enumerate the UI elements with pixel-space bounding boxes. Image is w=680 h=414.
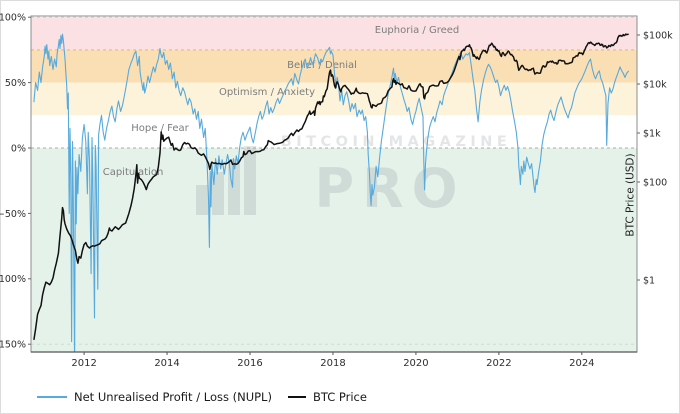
x-tick-label: 2022: [486, 358, 511, 369]
band-label-hope: Hope / Fear: [131, 123, 189, 134]
btc-line-swatch: [287, 396, 306, 398]
watermark-logo-bar: [212, 172, 224, 215]
nupl-line: [33, 33, 630, 352]
axes-labels: 100% 50% 0% −50% −100% −150% $100k $10k $1k $100 $…: [0, 13, 673, 369]
legend-item-btc[interactable]: BTC Price: [287, 390, 367, 404]
y-right-tick-label: $100: [643, 177, 667, 188]
legend-item-nupl[interactable]: Net Unrealised Profit / Loss (NUPL): [37, 390, 272, 404]
watermark-logo-bar: [228, 159, 240, 215]
y-left-tick-label: −50%: [0, 209, 26, 220]
watermark: BITCOIN MAGAZINE PRO: [196, 134, 512, 220]
series-lines: [33, 33, 630, 352]
band-optimism: [31, 82, 637, 116]
y-left-tick-label: 100%: [0, 13, 26, 24]
nupl-line-swatch: [37, 396, 67, 398]
y-right-tick-label: $10k: [643, 79, 667, 90]
band-label-capitulation: Capitulation: [103, 167, 164, 178]
x-tick-label: 2020: [403, 358, 428, 369]
btc-price-line: [33, 33, 629, 341]
x-tick-label: 2018: [320, 358, 345, 369]
x-tick-label: 2024: [569, 358, 594, 369]
legend: Net Unrealised Profit / Loss (NUPL) BTC …: [37, 390, 367, 404]
band-labels: Euphoria / Greed Belief / Denial Optimism …: [103, 25, 460, 178]
x-tick-label: 2014: [154, 358, 179, 369]
band-label-euphoria: Euphoria / Greed: [375, 25, 460, 36]
band-hope: [31, 115, 637, 148]
gridlines: [31, 16, 637, 345]
y-left-tick-label: 50%: [5, 78, 26, 89]
band-label-optimism: Optimism / Anxiety: [219, 87, 315, 98]
watermark-logo-bar: [244, 146, 256, 215]
y-left-tick-label: −100%: [0, 274, 26, 285]
band-euphoria: [31, 17, 637, 50]
legend-label-nupl: Net Unrealised Profit / Loss (NUPL): [74, 390, 272, 404]
y-left-tick-label: 0%: [11, 143, 26, 154]
x-tick-label: 2016: [237, 358, 262, 369]
legend-label-btc: BTC Price: [312, 390, 367, 404]
y-right-tick-label: $1k: [643, 128, 661, 139]
sentiment-bands: [31, 17, 637, 352]
watermark-text-line2: PRO: [314, 157, 465, 220]
band-label-belief: Belief / Denial: [287, 60, 357, 71]
x-tick-label: 2012: [71, 358, 96, 369]
watermark-text-line1: BITCOIN MAGAZINE: [281, 134, 512, 150]
watermark-logo-bar: [196, 185, 208, 215]
y-right-tick-label: $100k: [643, 30, 673, 41]
right-axis-title: BTC Price (USD): [624, 153, 637, 237]
y-right-tick-label: $1: [643, 275, 655, 286]
y-left-tick-label: −150%: [0, 340, 26, 351]
